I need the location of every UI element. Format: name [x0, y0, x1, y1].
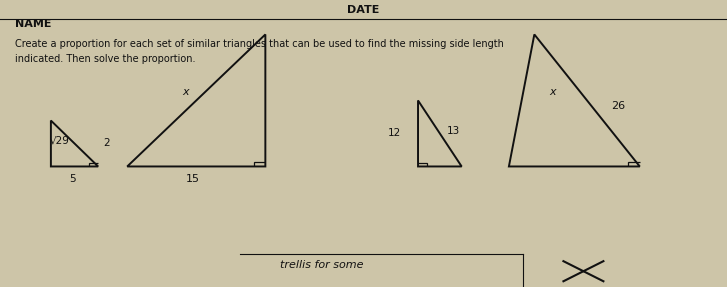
Text: indicated. Then solve the proportion.: indicated. Then solve the proportion. — [15, 54, 195, 64]
Text: NAME: NAME — [15, 20, 51, 29]
Text: trellis for some: trellis for some — [280, 261, 364, 270]
Text: 26: 26 — [611, 101, 624, 111]
Text: 12: 12 — [388, 129, 401, 138]
Text: x: x — [550, 87, 556, 97]
Text: 13: 13 — [446, 126, 459, 135]
Text: DATE: DATE — [348, 5, 379, 15]
Text: √29: √29 — [49, 136, 70, 146]
Text: 2: 2 — [103, 139, 110, 148]
Text: 15: 15 — [185, 174, 200, 184]
Text: 5: 5 — [69, 174, 76, 184]
Text: x: x — [182, 87, 189, 97]
Text: Create a proportion for each set of similar triangles that can be used to find t: Create a proportion for each set of simi… — [15, 40, 503, 49]
